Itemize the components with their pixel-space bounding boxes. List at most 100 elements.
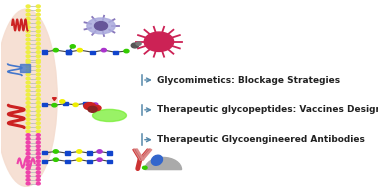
Ellipse shape	[0, 9, 57, 186]
Circle shape	[26, 160, 30, 162]
Circle shape	[77, 49, 82, 52]
Circle shape	[26, 167, 30, 170]
Bar	[113, 51, 118, 54]
Circle shape	[26, 156, 30, 159]
Bar	[63, 102, 68, 105]
Circle shape	[36, 47, 40, 49]
Circle shape	[36, 110, 40, 112]
Circle shape	[26, 65, 30, 68]
Circle shape	[26, 85, 30, 88]
Polygon shape	[53, 98, 56, 101]
Text: Glycomimetics: Blockage Strategies: Glycomimetics: Blockage Strategies	[157, 76, 340, 84]
Bar	[20, 64, 30, 72]
Circle shape	[36, 175, 40, 177]
Circle shape	[131, 43, 139, 48]
Circle shape	[26, 51, 30, 53]
Circle shape	[36, 152, 40, 155]
Circle shape	[36, 182, 40, 185]
Circle shape	[36, 122, 40, 124]
Ellipse shape	[93, 109, 126, 121]
Circle shape	[26, 89, 30, 92]
Circle shape	[53, 158, 58, 161]
Circle shape	[36, 179, 40, 181]
Circle shape	[26, 152, 30, 155]
Circle shape	[36, 13, 40, 16]
Circle shape	[26, 9, 30, 12]
Bar	[90, 51, 95, 54]
Circle shape	[26, 126, 30, 129]
Circle shape	[36, 167, 40, 170]
Circle shape	[26, 122, 30, 124]
Bar	[42, 50, 47, 54]
Circle shape	[36, 38, 40, 41]
Bar	[87, 152, 92, 155]
Circle shape	[53, 49, 58, 52]
Circle shape	[26, 77, 30, 80]
Circle shape	[36, 164, 40, 166]
Ellipse shape	[84, 103, 96, 110]
Circle shape	[26, 175, 30, 177]
Circle shape	[36, 26, 40, 28]
Circle shape	[26, 114, 30, 116]
Circle shape	[36, 137, 40, 140]
Circle shape	[88, 106, 97, 112]
Circle shape	[36, 73, 40, 76]
Circle shape	[26, 81, 30, 84]
Circle shape	[26, 171, 30, 174]
Circle shape	[26, 59, 30, 62]
Circle shape	[36, 149, 40, 151]
Circle shape	[26, 98, 30, 100]
Circle shape	[36, 89, 40, 92]
Circle shape	[70, 45, 75, 48]
Circle shape	[136, 42, 141, 45]
Circle shape	[36, 156, 40, 159]
Circle shape	[77, 150, 82, 153]
Circle shape	[144, 32, 174, 52]
Ellipse shape	[87, 18, 115, 34]
Circle shape	[26, 61, 30, 64]
Circle shape	[26, 130, 30, 133]
Bar	[42, 159, 47, 163]
Circle shape	[36, 22, 40, 24]
Circle shape	[36, 114, 40, 116]
Bar	[42, 151, 47, 155]
Circle shape	[26, 73, 30, 76]
Text: Therapeutic Glycoengineered Antibodies: Therapeutic Glycoengineered Antibodies	[157, 135, 365, 144]
Circle shape	[97, 158, 102, 161]
Text: Therapeutic glycopeptides: Vaccines Design: Therapeutic glycopeptides: Vaccines Desi…	[157, 105, 378, 114]
Circle shape	[36, 85, 40, 88]
Bar	[65, 160, 70, 163]
Circle shape	[26, 102, 30, 104]
Circle shape	[26, 38, 30, 41]
Circle shape	[36, 65, 40, 68]
Circle shape	[36, 5, 40, 8]
Circle shape	[26, 179, 30, 181]
Circle shape	[26, 134, 30, 136]
Bar	[87, 160, 92, 163]
Circle shape	[26, 106, 30, 108]
Circle shape	[26, 145, 30, 148]
Circle shape	[36, 34, 40, 37]
Bar	[83, 102, 88, 105]
Ellipse shape	[93, 105, 101, 111]
Circle shape	[36, 118, 40, 121]
Circle shape	[26, 13, 30, 16]
Circle shape	[36, 106, 40, 108]
Circle shape	[53, 150, 58, 153]
Circle shape	[36, 17, 40, 20]
Circle shape	[97, 150, 102, 153]
Circle shape	[36, 130, 40, 133]
Circle shape	[36, 69, 40, 72]
Circle shape	[36, 141, 40, 144]
Bar	[107, 152, 112, 155]
Circle shape	[36, 61, 40, 64]
Circle shape	[124, 49, 129, 53]
Circle shape	[26, 17, 30, 20]
Wedge shape	[145, 157, 181, 170]
Circle shape	[26, 5, 30, 8]
Circle shape	[36, 9, 40, 12]
Circle shape	[36, 171, 40, 174]
Circle shape	[26, 22, 30, 24]
Circle shape	[36, 77, 40, 80]
Circle shape	[36, 98, 40, 100]
